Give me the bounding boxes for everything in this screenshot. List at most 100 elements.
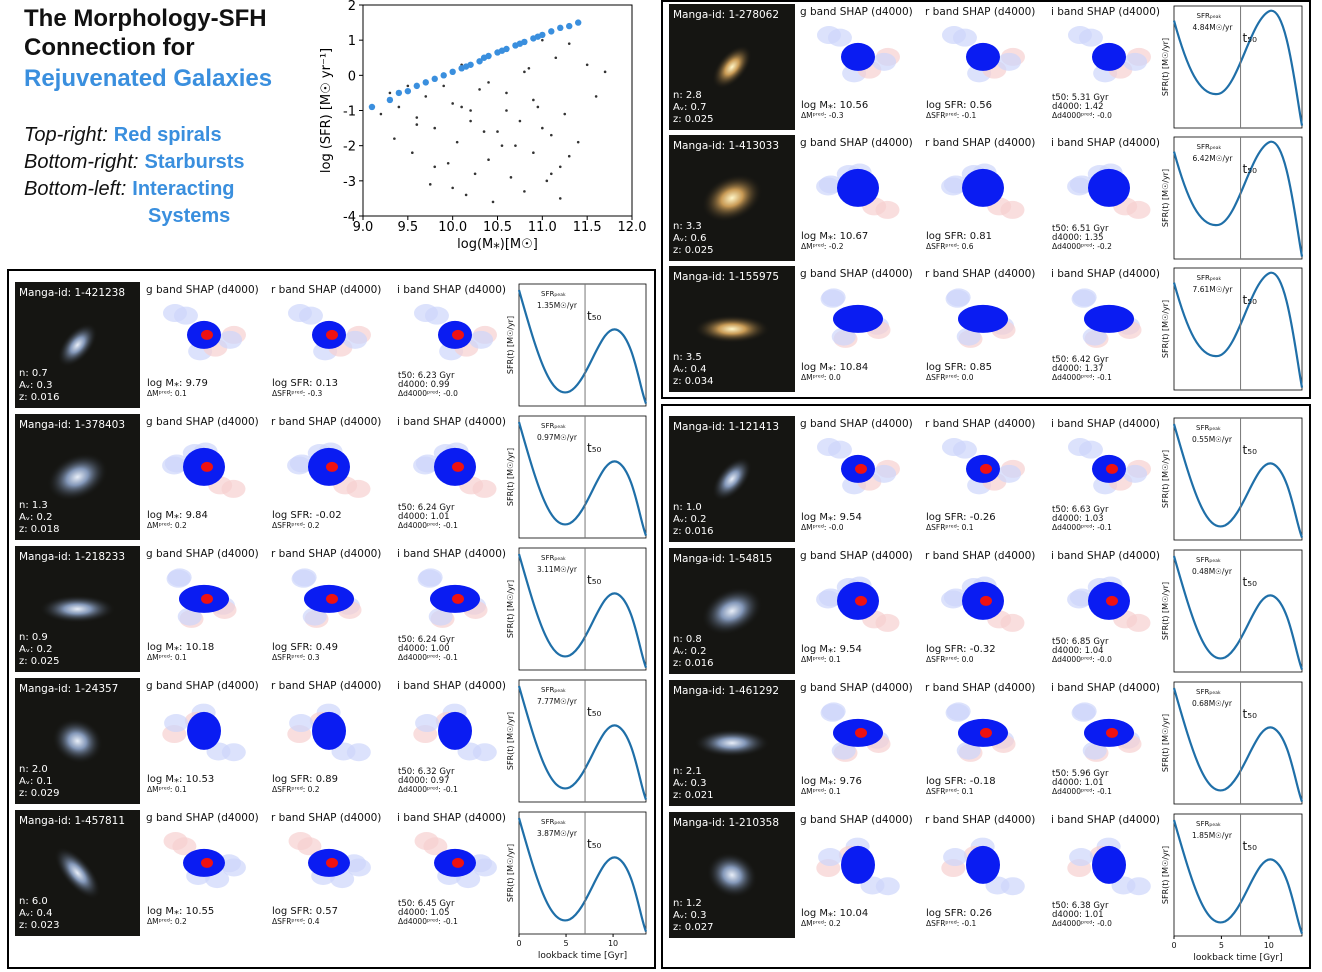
x-tick-label: 10 xyxy=(608,939,618,948)
sfh-y-label: SFR(t) [M☉/yr] xyxy=(1161,846,1170,904)
shap-halo xyxy=(287,456,312,475)
age: d4000: 1.01 xyxy=(398,512,450,522)
galaxy-info: Aᵥ: 0.6 xyxy=(673,233,706,244)
shap-hot xyxy=(326,857,338,868)
sfr-delta: ΔSFRᵖʳᵉᵈ: 0.0 xyxy=(926,655,974,664)
scatter-point xyxy=(550,133,553,137)
scatter-point xyxy=(576,140,580,144)
plot-frame xyxy=(362,4,633,217)
shap-hot xyxy=(855,463,867,474)
shap-halo xyxy=(1126,200,1151,219)
galaxy xyxy=(706,852,758,898)
shap-hot xyxy=(452,329,464,340)
shap-halo xyxy=(1072,288,1097,307)
shap-blob xyxy=(1092,845,1126,884)
shap-hot xyxy=(855,595,867,606)
scatter-point xyxy=(536,105,540,109)
mass: log M⁎: 10.67 xyxy=(801,231,868,242)
t50-label: t₅₀ xyxy=(1243,443,1258,457)
mass-delta: ΔMᵖʳᵉᵈ: -0.0 xyxy=(801,523,844,532)
mass: log M⁎: 9.79 xyxy=(147,378,208,389)
sfr-peak-value: 7.77M☉/yr xyxy=(537,697,578,706)
shap-halo xyxy=(1000,613,1025,632)
legend-label: Systems xyxy=(148,205,230,227)
age: d4000: 0.99 xyxy=(398,380,450,390)
scatter-point xyxy=(566,22,573,30)
sfh-y-label: SFR(t) [M☉/yr] xyxy=(1161,582,1170,640)
shap-hot xyxy=(326,329,338,340)
scatter-point xyxy=(487,158,490,162)
shap-halo xyxy=(343,330,368,349)
galaxy-info: Aᵥ: 0.2 xyxy=(673,514,706,525)
column-header: r band SHAP (d4000) xyxy=(925,6,1035,18)
scatter-point xyxy=(527,67,531,70)
sfh-frame xyxy=(518,547,647,671)
sfr: log SFR: 0.85 xyxy=(926,362,992,373)
sfh-frame xyxy=(518,415,647,539)
shap-halo xyxy=(472,858,497,877)
shap-blob xyxy=(438,711,472,750)
shap-blob xyxy=(187,711,221,750)
galaxy-info: z: 0.023 xyxy=(19,920,59,931)
shap-halo xyxy=(943,848,968,867)
scatter-point xyxy=(545,179,549,183)
shap-halo xyxy=(418,568,443,587)
scatter-point xyxy=(386,96,394,104)
shap-halo xyxy=(1067,177,1092,196)
sfr-delta: ΔSFRᵖʳᵉᵈ: 0.1 xyxy=(926,523,974,532)
x-tick-label: 9.5 xyxy=(397,220,418,235)
sfh-frame xyxy=(1173,417,1303,541)
shap-halo xyxy=(952,28,977,47)
shap-halo xyxy=(289,714,314,733)
sfr-peak-value: 0.55M☉/yr xyxy=(1192,435,1233,444)
scatter-point xyxy=(406,84,410,88)
galaxy xyxy=(701,586,763,636)
shap-halo xyxy=(472,479,497,498)
manga-id: Manga-id: 1-155975 xyxy=(673,271,779,283)
shap-halo xyxy=(827,28,852,47)
column-header: g band SHAP (d4000) xyxy=(146,680,259,692)
mass-delta: ΔMᵖʳᵉᵈ: 0.1 xyxy=(147,653,187,662)
age: Δd4000ᵖʳᵉᵈ: -0.0 xyxy=(1052,655,1112,664)
shap-halo xyxy=(1078,440,1103,459)
manga-id: Manga-id: 1-457811 xyxy=(19,815,125,827)
manga-id: Manga-id: 1-461292 xyxy=(673,685,779,697)
age: d4000: 1.35 xyxy=(1052,233,1104,243)
title: The Morphology-SFH xyxy=(24,5,267,32)
galaxy xyxy=(54,846,101,900)
scatter-point xyxy=(446,161,450,165)
age: d4000: 1.04 xyxy=(1052,646,1104,656)
column-header: i band SHAP (d4000) xyxy=(1051,268,1160,280)
shap-halo xyxy=(818,848,843,867)
shap-halo xyxy=(346,479,371,498)
panel-border xyxy=(661,404,1311,969)
legend-entry: Top-right: Red spirals xyxy=(24,124,222,146)
scatter-point xyxy=(514,144,517,147)
scatter-point xyxy=(442,84,446,88)
column-header: r band SHAP (d4000) xyxy=(271,416,381,428)
sfr-delta: ΔSFRᵖʳᵉᵈ: 0.1 xyxy=(926,787,974,796)
sfr: log SFR: 0.26 xyxy=(926,908,992,919)
age: d4000: 1.00 xyxy=(398,644,450,654)
sfr: log SFR: 0.57 xyxy=(272,906,338,917)
sfr-delta: ΔSFRᵖʳᵉᵈ: -0.1 xyxy=(926,111,977,120)
scatter-point xyxy=(393,137,396,140)
y-tick-label: 1 xyxy=(348,34,356,49)
sfr-peak-value: 0.97M☉/yr xyxy=(537,433,578,442)
shap-halo xyxy=(164,714,189,733)
shap-halo xyxy=(162,456,187,475)
column-header: i band SHAP (d4000) xyxy=(1051,682,1160,694)
age: Δd4000ᵖʳᵉᵈ: -0.0 xyxy=(1052,919,1112,928)
galaxy-info: n: 1.2 xyxy=(673,898,702,909)
column-header: r band SHAP (d4000) xyxy=(271,812,381,824)
age: d4000: 1.05 xyxy=(398,908,450,918)
sfh-y-label: SFR(t) [M☉/yr] xyxy=(506,448,515,506)
scatter-point xyxy=(594,95,598,98)
sfr-peak-label: SFRₚₑₐₖ xyxy=(541,422,566,430)
x-tick-label: 11.0 xyxy=(528,220,557,235)
shap-halo xyxy=(1078,28,1103,47)
sfr-peak-label: SFRₚₑₐₖ xyxy=(1196,424,1221,432)
scatter-point xyxy=(478,88,481,91)
sfr: log SFR: -0.02 xyxy=(272,510,342,521)
shap-hot xyxy=(980,727,992,738)
